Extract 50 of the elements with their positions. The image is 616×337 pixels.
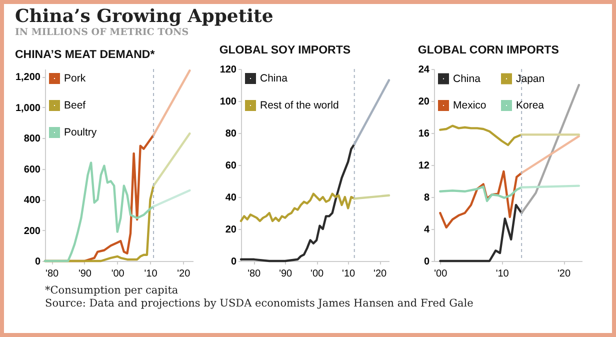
legend-label: Japan — [516, 72, 545, 85]
x-tick-label: '10 — [144, 268, 158, 280]
y-tick-label: 600 — [24, 164, 41, 176]
y-tick-label: 40 — [225, 192, 237, 204]
y-tick-label: 80 — [225, 128, 237, 140]
x-tick-label: '20 — [557, 268, 571, 280]
legend-label: Pork — [64, 72, 86, 84]
y-tick-label: 200 — [24, 226, 41, 237]
y-tick-label: 20 — [225, 224, 237, 236]
x-tick-label: '80 — [46, 268, 60, 280]
x-tick-label: '00 — [434, 268, 448, 280]
y-tick-label: 8 — [424, 192, 430, 204]
x-tick-label: '20 — [177, 268, 191, 280]
x-tick-label: '90 — [279, 268, 293, 280]
y-tick-label: 20 — [418, 96, 430, 108]
y-tick-label: 60 — [225, 160, 237, 172]
legend-label: China — [260, 72, 288, 84]
y-tick-label: 800 — [24, 134, 41, 145]
y-tick-label: 16 — [418, 128, 430, 140]
text: IN MILLIONS OF METRIC TONS — [14, 27, 189, 38]
y-tick-label: 0 — [230, 256, 237, 268]
x-tick-label: '80 — [248, 268, 262, 280]
chart-title: GLOBAL CORN IMPORTS — [418, 44, 560, 56]
source-note: Source: Data and projections by USDA economists James Hansen and Fred Gale — [45, 298, 474, 310]
x-tick-label: '90 — [78, 268, 92, 280]
chart-title: CHINA’S MEAT DEMAND* — [14, 49, 156, 61]
x-tick-label: '10 — [342, 268, 356, 280]
y-tick-label: 24 — [418, 64, 430, 76]
y-tick-label: 1,000 — [15, 102, 41, 114]
y-tick-label: 0 — [424, 256, 430, 268]
legend-label: Rest of the world — [260, 100, 339, 112]
y-tick-label: 1,200 — [15, 72, 41, 84]
y-tick-label: 12 — [418, 160, 430, 172]
text: China’s Growing Appetite — [14, 6, 274, 27]
y-tick-label: 4 — [424, 224, 430, 236]
legend-label: Mexico — [453, 100, 486, 112]
x-tick-label: '10 — [496, 268, 510, 280]
x-tick-label: '20 — [374, 268, 387, 280]
x-tick-label: '00 — [111, 268, 125, 280]
y-tick-label: 100 — [220, 96, 237, 108]
y-tick-label: 120 — [220, 64, 237, 76]
legend-label: Poultry — [64, 126, 98, 138]
x-tick-label: '00 — [310, 268, 324, 280]
y-tick-label: 400 — [24, 195, 41, 206]
legend-label: Korea — [516, 100, 544, 112]
legend-label: China — [453, 72, 481, 85]
legend-label: Beef — [64, 100, 86, 112]
chart-title: GLOBAL SOY IMPORTS — [219, 44, 351, 56]
text: *Consumption per capita — [45, 284, 178, 296]
y-tick-label: 0 — [34, 256, 41, 268]
